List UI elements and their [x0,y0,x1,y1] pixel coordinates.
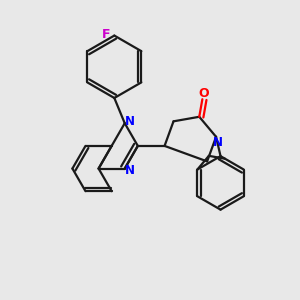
Text: N: N [213,136,223,149]
Text: N: N [125,164,135,176]
Text: F: F [102,28,110,40]
Text: O: O [199,87,209,101]
Text: N: N [125,115,135,128]
